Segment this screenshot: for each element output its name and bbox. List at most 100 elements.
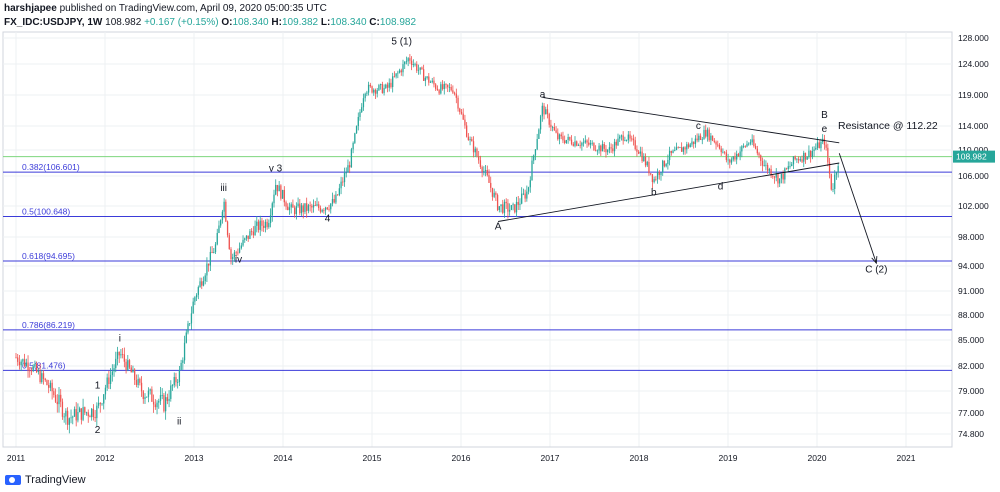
y-tick-label: 98.000 (958, 232, 984, 242)
candle-body (459, 108, 461, 112)
candle-body (263, 225, 265, 228)
candle-body (708, 129, 710, 141)
candle-body (125, 361, 127, 371)
candle-body (689, 144, 691, 148)
candle-body (404, 61, 406, 65)
candle-body (373, 89, 375, 93)
candle-body (409, 58, 411, 61)
wave-label: i (119, 334, 121, 345)
candle-body (146, 396, 148, 398)
candle-body (388, 82, 390, 88)
candle-body (77, 411, 79, 421)
candle-body (118, 351, 120, 356)
candle-body (711, 135, 714, 141)
y-tick-label: 77.000 (958, 408, 984, 418)
candle-body (318, 204, 320, 209)
candle-body (490, 182, 492, 188)
current-price-tag (953, 150, 995, 163)
candle-body (560, 134, 562, 137)
trend-line[interactable] (542, 97, 840, 144)
candle-body (209, 251, 212, 266)
candle-body (225, 201, 227, 222)
candle-body (214, 244, 217, 253)
candle-body (603, 144, 605, 149)
fib-level-label: 0.5(100.648) (22, 206, 70, 216)
projection-arrow[interactable] (838, 153, 877, 264)
x-tick-label: 2016 (452, 453, 471, 463)
candle-body (730, 159, 733, 163)
candle-body (147, 390, 150, 397)
candle-body (254, 225, 256, 236)
candle-body (352, 142, 354, 150)
candle-body (679, 147, 681, 149)
candle-body (502, 204, 504, 213)
candle-body (682, 147, 685, 152)
candle-body (361, 107, 363, 113)
candle-body (605, 148, 607, 153)
candle-body (760, 155, 762, 161)
candle-body (343, 172, 346, 183)
candle-body (292, 204, 294, 208)
candle-body (281, 189, 284, 199)
candle-body (488, 175, 490, 183)
price-change: +0.167 (+0.15%) (144, 17, 219, 28)
candle-body (266, 221, 268, 228)
candle-body (53, 391, 55, 396)
candle-body (264, 221, 267, 228)
candle-body (498, 206, 500, 211)
candle-body (130, 367, 132, 373)
candle-body (393, 76, 396, 78)
candle-body (156, 402, 158, 408)
candle-body (619, 136, 621, 139)
y-tick-label: 119.000 (958, 90, 988, 100)
candle-body (443, 83, 445, 90)
candle-body (569, 137, 571, 140)
candle-body (402, 64, 404, 73)
candle-body (199, 281, 201, 288)
candle-body (784, 168, 786, 180)
candle-body (218, 225, 220, 233)
trend-line[interactable] (498, 162, 840, 222)
candle-body (564, 140, 566, 143)
candle-body (173, 377, 175, 386)
wave-label: ii (177, 416, 181, 427)
candle-body (20, 361, 22, 366)
candle-body (785, 168, 788, 170)
candle-body (259, 220, 261, 230)
candle-body (323, 209, 325, 211)
candle-body (187, 323, 189, 333)
candle-body (85, 412, 88, 414)
candle-body (631, 138, 633, 140)
candle-body (627, 134, 629, 141)
candle-body (94, 416, 96, 419)
y-tick-label: 128.000 (958, 33, 989, 43)
candle-body (247, 235, 249, 239)
candle-body (367, 84, 370, 93)
candle-body (99, 402, 101, 404)
candle-body (66, 410, 69, 425)
candle-body (201, 281, 203, 286)
candle-body (421, 67, 423, 70)
candle-body (441, 84, 444, 90)
candle-body (536, 138, 538, 150)
candle-body (818, 142, 820, 149)
candle-body (452, 90, 454, 93)
candle-body (546, 109, 549, 115)
candle-body (634, 140, 636, 150)
candle-body (369, 84, 371, 87)
candle-body (381, 84, 384, 94)
candle-body (469, 139, 471, 141)
symbol-name[interactable]: FX_IDC:USDJPY, 1W (4, 17, 103, 28)
candle-body (675, 147, 678, 151)
candle-body (152, 401, 155, 405)
candle-body (615, 141, 617, 146)
candle-body (436, 88, 439, 91)
candle-body (237, 252, 239, 254)
candle-body (60, 394, 62, 402)
candle-body (660, 172, 662, 175)
candle-body (582, 142, 585, 144)
candle-body (601, 144, 604, 152)
candle-body (359, 112, 361, 117)
candle-body (242, 239, 244, 246)
